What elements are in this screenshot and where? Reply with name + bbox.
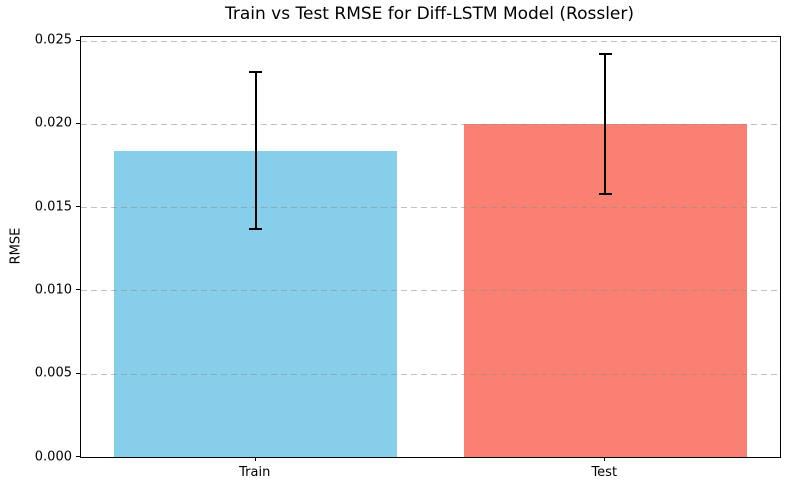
y-axis-label: RMSE bbox=[8, 227, 24, 265]
gridline-y-0.020 bbox=[81, 123, 780, 125]
error-bar-cap-low-train bbox=[249, 227, 263, 230]
y-tick-label-0.010: 0.010 bbox=[34, 282, 72, 298]
gridline-y-0.010 bbox=[81, 290, 780, 292]
y-tick-mark-0.025 bbox=[76, 39, 80, 41]
y-tick-mark-0.010 bbox=[76, 289, 80, 291]
y-tick-label-0.000: 0.000 bbox=[34, 449, 72, 464]
y-tick-mark-0.015 bbox=[76, 206, 80, 208]
error-bar-cap-high-train bbox=[249, 71, 263, 74]
error-bar-cap-high-test bbox=[598, 52, 612, 55]
error-bar-cap-low-test bbox=[598, 192, 612, 195]
chart-title: Train vs Test RMSE for Diff-LSTM Model (… bbox=[224, 4, 634, 24]
gridline-y-0.005 bbox=[81, 373, 780, 375]
y-tick-mark-0.020 bbox=[76, 122, 80, 124]
y-tick-mark-0.005 bbox=[76, 372, 80, 374]
error-bar-stem-test bbox=[604, 53, 607, 194]
y-tick-mark-0.000 bbox=[76, 456, 80, 457]
y-tick-label-0.020: 0.020 bbox=[34, 115, 72, 131]
x-tick-label-train: Train bbox=[239, 465, 271, 480]
gridline-y-0.015 bbox=[81, 207, 780, 209]
gridline-y-0.025 bbox=[81, 40, 780, 42]
y-tick-label-0.025: 0.025 bbox=[34, 32, 72, 48]
x-tick-mark-test bbox=[604, 457, 606, 461]
error-bar-stem-train bbox=[254, 72, 257, 229]
y-tick-label-0.005: 0.005 bbox=[34, 365, 72, 381]
plot-area bbox=[80, 36, 781, 458]
y-tick-label-0.015: 0.015 bbox=[34, 199, 72, 215]
x-tick-mark-train bbox=[254, 457, 256, 461]
x-tick-label-test: Test bbox=[591, 465, 618, 480]
